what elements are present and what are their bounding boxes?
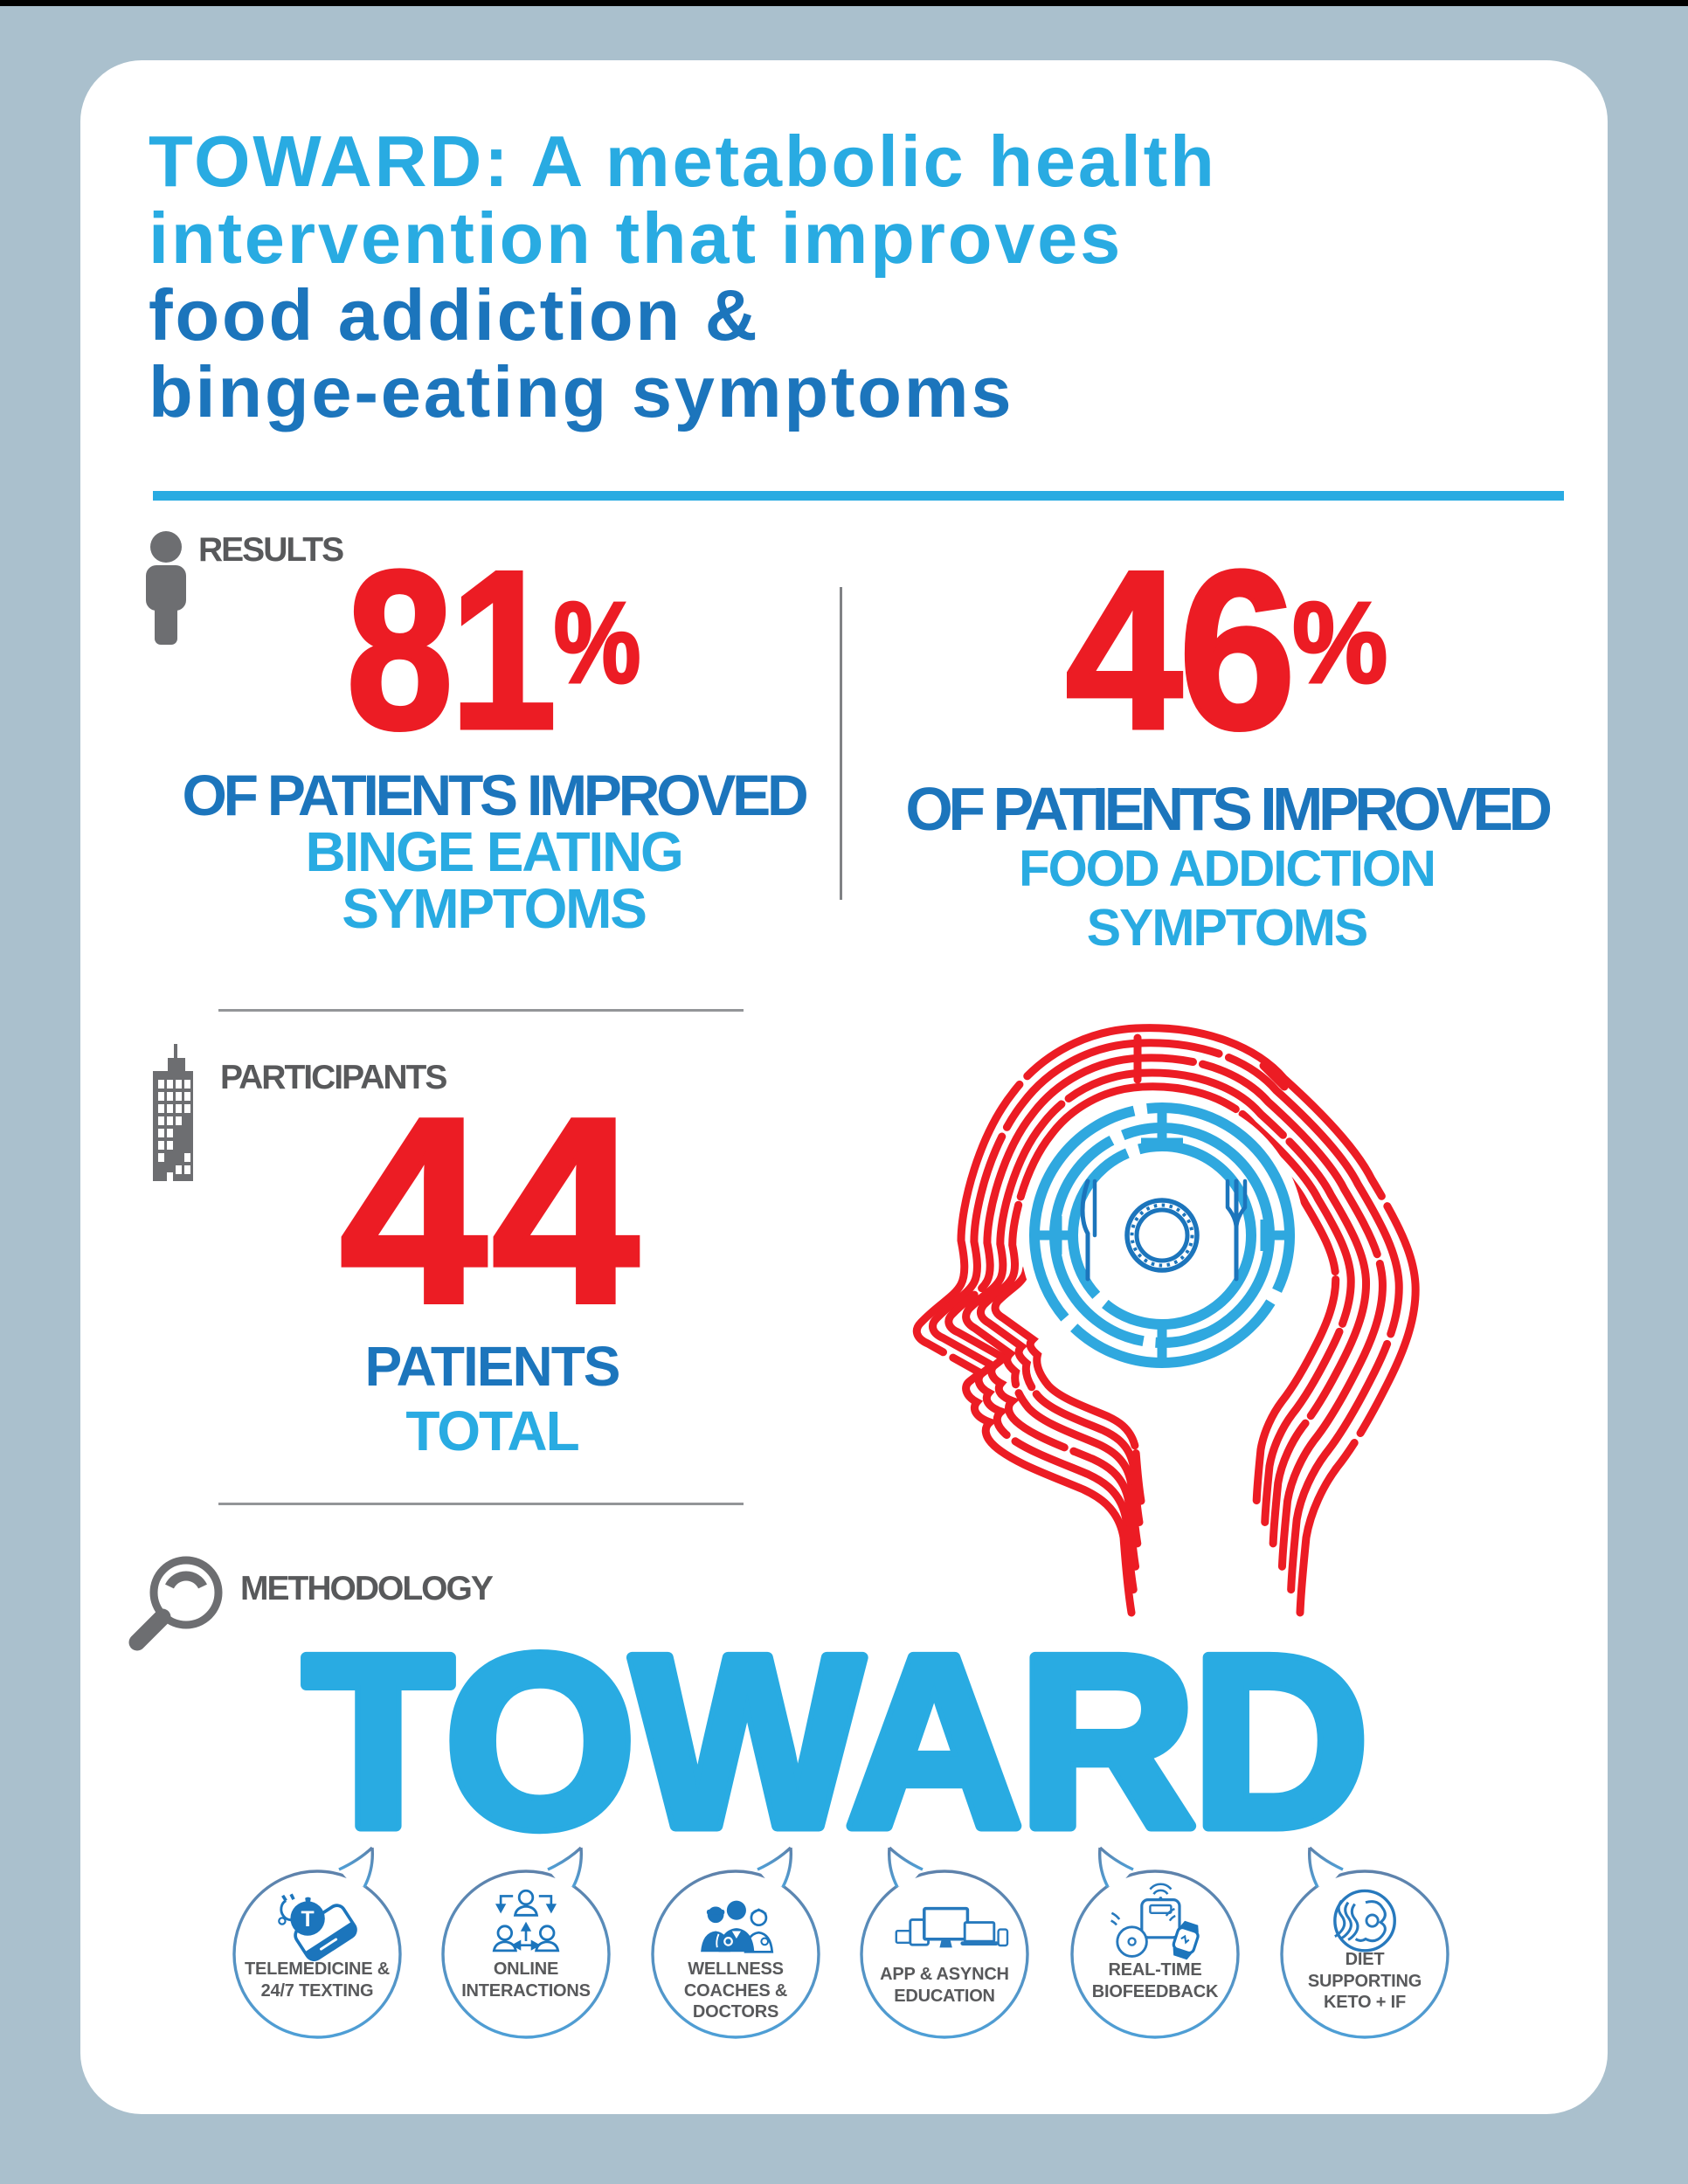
svg-text:TOWARD: TOWARD	[303, 1606, 1365, 1865]
svg-text:T: T	[301, 1908, 315, 1932]
